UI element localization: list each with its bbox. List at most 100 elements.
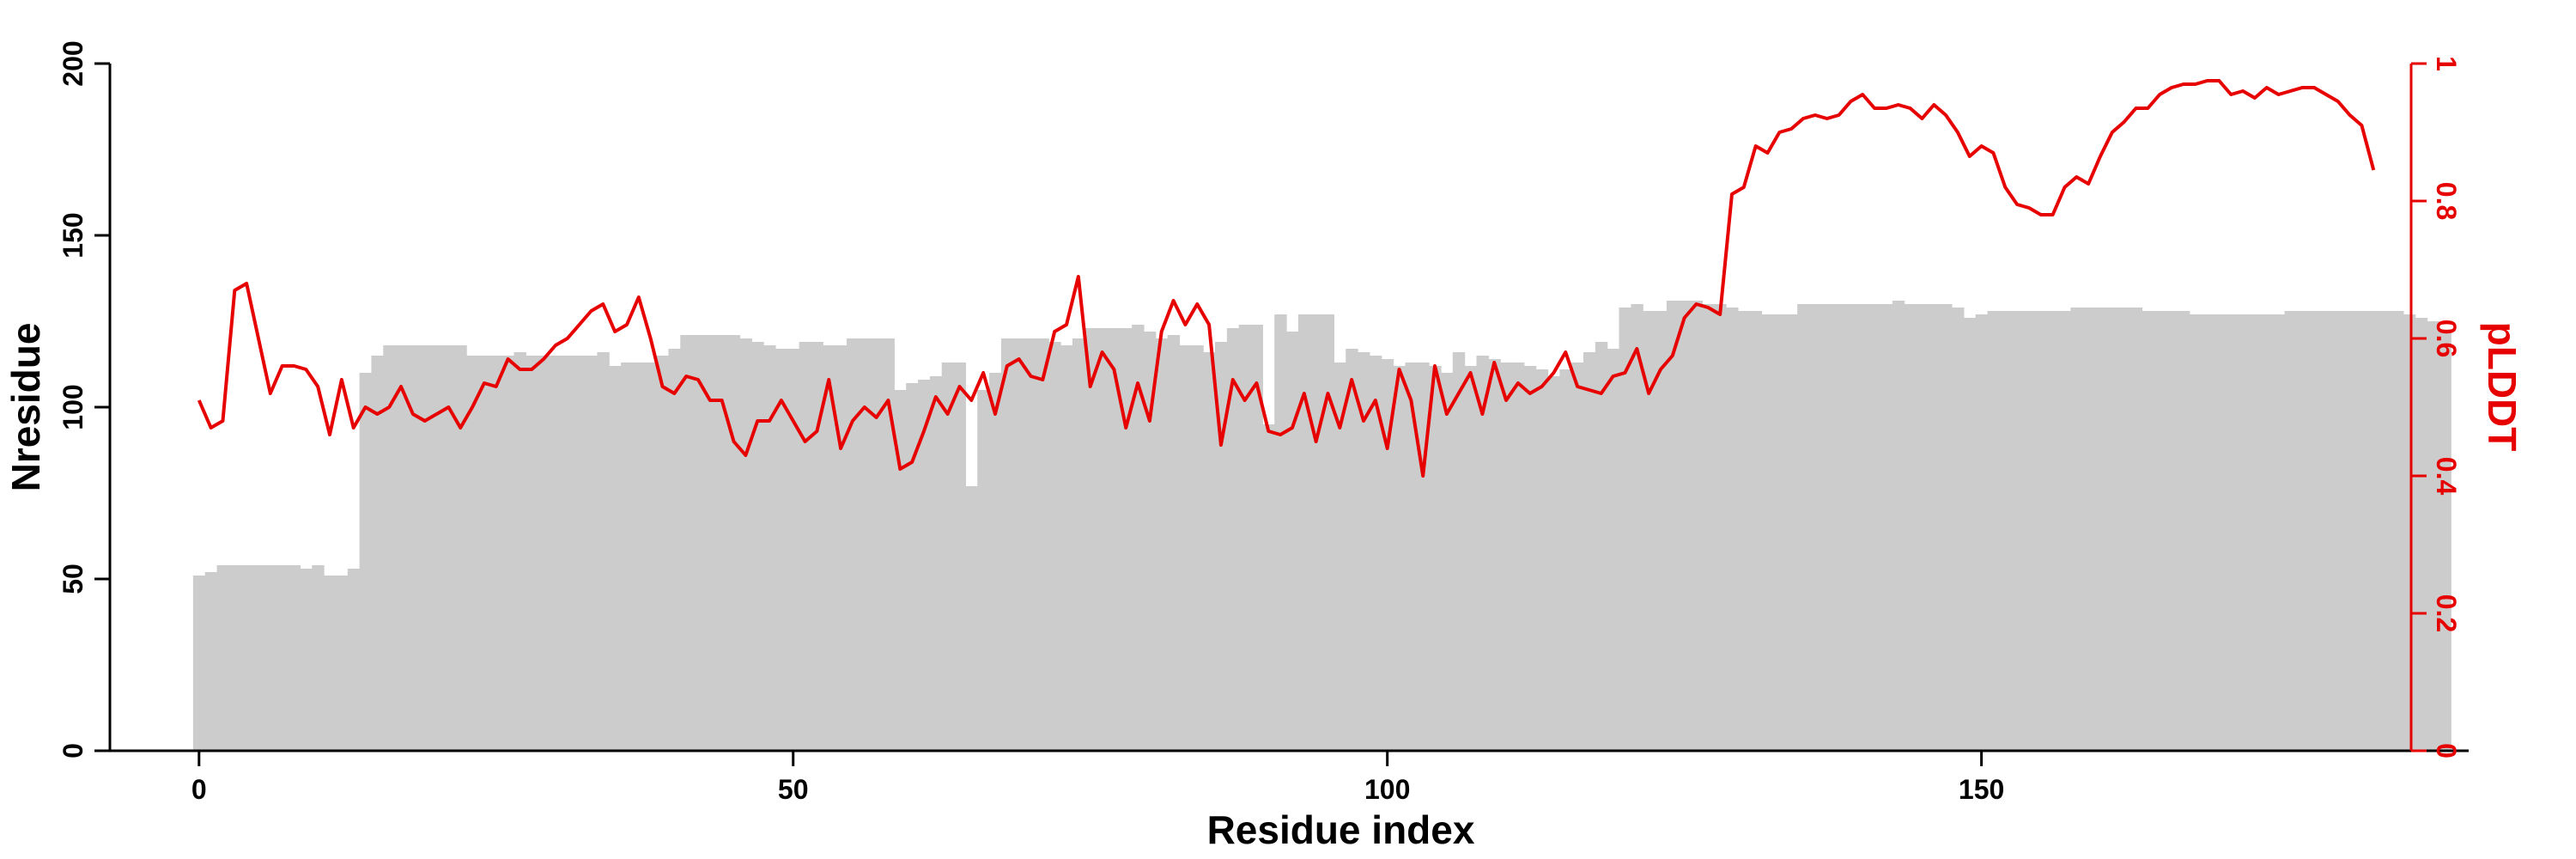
plddt-line	[197, 79, 2376, 478]
bar	[1868, 304, 1881, 751]
bar	[264, 565, 277, 751]
bar	[2343, 311, 2357, 751]
bar	[2011, 311, 2024, 751]
bar	[1334, 362, 1346, 751]
x-tick-label: 150	[1959, 774, 2004, 805]
bar	[1262, 424, 1275, 751]
bar	[1060, 345, 1073, 751]
bar	[2201, 314, 2215, 751]
bar	[1761, 314, 1775, 751]
bar	[2082, 308, 2095, 751]
bar	[252, 565, 265, 751]
bar	[739, 338, 752, 751]
bar	[395, 345, 408, 751]
bar	[1297, 314, 1311, 751]
bar	[561, 356, 574, 751]
bar	[1215, 342, 1228, 751]
bar	[359, 373, 373, 751]
bar	[1773, 314, 1786, 751]
y-tick-label: 200	[58, 40, 88, 86]
bar	[1143, 332, 1157, 751]
y-tick-label: 50	[58, 564, 88, 594]
bar	[906, 383, 919, 751]
bar	[216, 565, 229, 751]
bar	[2213, 314, 2226, 751]
bar	[2225, 314, 2238, 751]
bar	[1167, 335, 1181, 751]
bar	[621, 362, 634, 751]
bar	[894, 390, 907, 751]
bar	[1048, 342, 1061, 751]
bar	[918, 380, 931, 751]
bar	[335, 576, 349, 751]
bar	[1832, 304, 1846, 751]
bar	[489, 356, 503, 751]
bar	[1940, 304, 1953, 751]
bar	[1321, 314, 1334, 751]
bar	[1655, 311, 1668, 751]
bar	[1250, 325, 1263, 751]
bar	[1571, 362, 1584, 751]
bar	[2260, 314, 2274, 751]
bar	[406, 345, 420, 751]
bar	[1856, 304, 1869, 751]
bar	[383, 345, 396, 751]
bar	[1975, 314, 1989, 751]
bar	[228, 565, 241, 751]
bar	[1084, 328, 1097, 751]
bar	[1595, 342, 1608, 751]
bar	[1024, 338, 1038, 751]
bar	[1346, 349, 1358, 751]
bar	[1904, 304, 1917, 751]
bar	[1369, 356, 1382, 751]
bar	[2403, 314, 2416, 751]
bar	[288, 565, 301, 751]
bar	[668, 349, 681, 751]
bar	[240, 565, 253, 751]
bar	[1191, 345, 1204, 751]
bar	[585, 356, 598, 751]
bar	[632, 362, 646, 751]
bar	[2094, 308, 2107, 751]
bar	[1583, 352, 1596, 751]
bar	[1393, 366, 1406, 751]
bar	[2248, 314, 2262, 751]
bar	[2379, 311, 2392, 751]
bar	[2391, 311, 2404, 751]
axis-titles: Residue index Nresidue pLDDT	[3, 322, 2524, 852]
bar	[2129, 308, 2143, 751]
bar	[1476, 356, 1489, 751]
bar	[811, 342, 823, 751]
bar	[1179, 345, 1192, 751]
bar	[799, 342, 812, 751]
bar	[2046, 311, 2060, 751]
bar	[1488, 359, 1501, 751]
bar	[847, 338, 860, 751]
bar	[1714, 304, 1727, 751]
bar	[2308, 311, 2321, 751]
bar	[1072, 338, 1085, 751]
bar	[1987, 311, 2000, 751]
y-tick-label: 0	[58, 743, 88, 758]
bar	[1358, 352, 1370, 751]
bar	[1500, 362, 1513, 751]
bar	[751, 342, 764, 751]
bar	[870, 338, 884, 751]
bar	[882, 338, 895, 751]
bar	[929, 376, 943, 751]
bar	[1274, 314, 1287, 751]
bar	[454, 345, 467, 751]
y2-tick-label: 0.2	[2431, 594, 2462, 632]
bar	[1096, 328, 1109, 751]
y-axis-title: Nresidue	[3, 323, 48, 492]
bar	[1726, 308, 1739, 751]
bar	[1737, 311, 1751, 751]
axes: 0 50 100 150 0 50 100 150 200 0 0.2 0.4 0.6 0.8 1	[58, 40, 2469, 805]
bar	[835, 345, 848, 751]
bar	[2427, 321, 2439, 751]
bar	[478, 356, 491, 751]
bar	[989, 373, 1002, 751]
bar	[1678, 301, 1692, 751]
x-tick-label: 50	[778, 774, 809, 805]
